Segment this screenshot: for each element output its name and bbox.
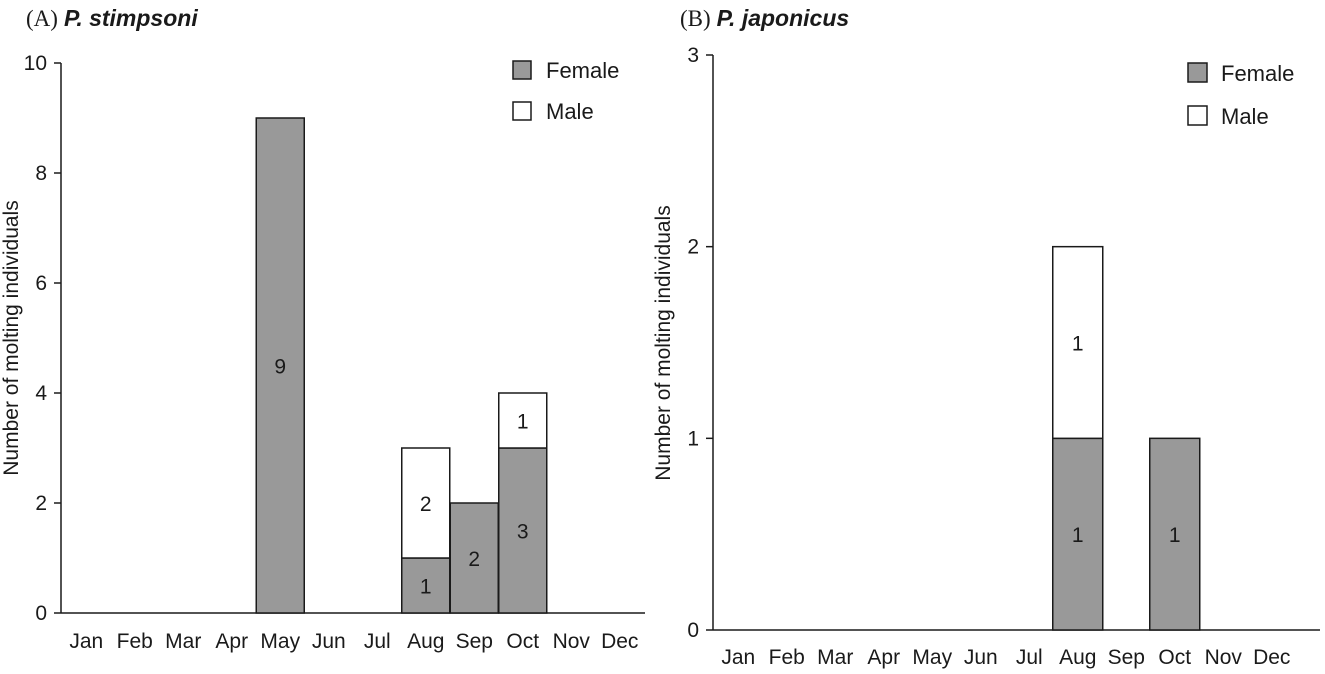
x-tick-label: Nov (1205, 646, 1243, 669)
x-tick-label: Aug (407, 630, 444, 653)
x-tick-label: Aug (1059, 646, 1096, 669)
x-tick-label: Oct (1158, 646, 1191, 669)
x-tick-label: Mar (165, 630, 201, 653)
species-name: P. stimpsoni (64, 5, 198, 31)
legend-swatch-female (512, 60, 532, 80)
x-tick-label: May (912, 646, 952, 669)
panel-label: (B) (680, 6, 711, 31)
legend-label-male: Male (1221, 104, 1269, 129)
x-tick-label: Dec (601, 630, 638, 653)
x-tick-label: Jun (312, 630, 346, 653)
data-label-female-may: 9 (274, 356, 286, 379)
data-label-male-aug: 2 (420, 493, 432, 516)
data-label-female-sep: 2 (468, 548, 480, 571)
y-tick-label: 4 (35, 382, 47, 405)
data-label-female-oct: 3 (517, 521, 529, 544)
x-tick-label: Jul (1016, 646, 1043, 669)
x-tick-label: Apr (867, 646, 900, 669)
y-tick-label: 1 (687, 427, 699, 450)
data-label-male-aug: 1 (1072, 333, 1084, 356)
legend-swatch-female (1187, 62, 1208, 83)
y-tick-label: 10 (24, 52, 47, 75)
chart-panel-a: (A) P. stimpsoni 0 2 4 6 8 10 Number of molting … (0, 5, 645, 653)
legend-swatch-male (512, 101, 532, 121)
y-axis-title: Number of molting individuals (0, 200, 23, 475)
bar-female-aug (1052, 437, 1104, 631)
bar-female-oct (1149, 437, 1201, 631)
x-tick-label: Dec (1253, 646, 1290, 669)
x-tick-label: Sep (1108, 646, 1145, 669)
bar-male-oct (498, 392, 548, 449)
y-tick-label: 0 (35, 602, 47, 625)
y-axis-title: Number of molting individuals (652, 205, 675, 480)
x-tick-label: Feb (117, 630, 153, 653)
x-tick-label: Sep (456, 630, 493, 653)
panel-title: (A) P. stimpsoni (26, 5, 198, 31)
panel-title: (B) P. japonicus (680, 5, 849, 31)
bar-female-aug (401, 557, 451, 614)
legend-label-male: Male (546, 99, 594, 124)
bar-female-oct (498, 447, 548, 614)
data-label-female-aug: 1 (1072, 524, 1084, 547)
x-tick-label: Jan (69, 630, 103, 653)
chart-panel-b: (B) P. japonicus 0 1 2 3 Number of molting ind… (652, 5, 1320, 669)
y-tick-label: 0 (687, 619, 699, 642)
x-tick-label: Jun (964, 646, 998, 669)
legend-label-female: Female (546, 58, 619, 83)
y-tick-label: 2 (35, 492, 47, 515)
x-tick-label: Nov (553, 630, 591, 653)
data-label-male-oct: 1 (517, 411, 529, 434)
data-label-female-oct: 1 (1169, 524, 1181, 547)
y-tick-label: 2 (687, 236, 699, 259)
x-tick-label: Mar (817, 646, 853, 669)
x-tick-label: Jan (721, 646, 755, 669)
bar-female-may (255, 117, 305, 614)
x-tick-label: Feb (769, 646, 805, 669)
y-tick-label: 6 (35, 272, 47, 295)
legend-swatch-male (1187, 105, 1208, 126)
species-name: P. japonicus (717, 5, 850, 31)
legend-label-female: Female (1221, 61, 1294, 86)
panel-label: (A) (26, 6, 58, 31)
y-tick-label: 3 (687, 44, 699, 67)
data-label-female-aug: 1 (420, 576, 432, 599)
x-tick-label: Oct (506, 630, 539, 653)
bar-male-aug (1052, 245, 1104, 440)
y-tick-label: 8 (35, 162, 47, 185)
x-tick-label: Apr (215, 630, 248, 653)
x-tick-label: Jul (364, 630, 391, 653)
x-tick-label: May (260, 630, 300, 653)
